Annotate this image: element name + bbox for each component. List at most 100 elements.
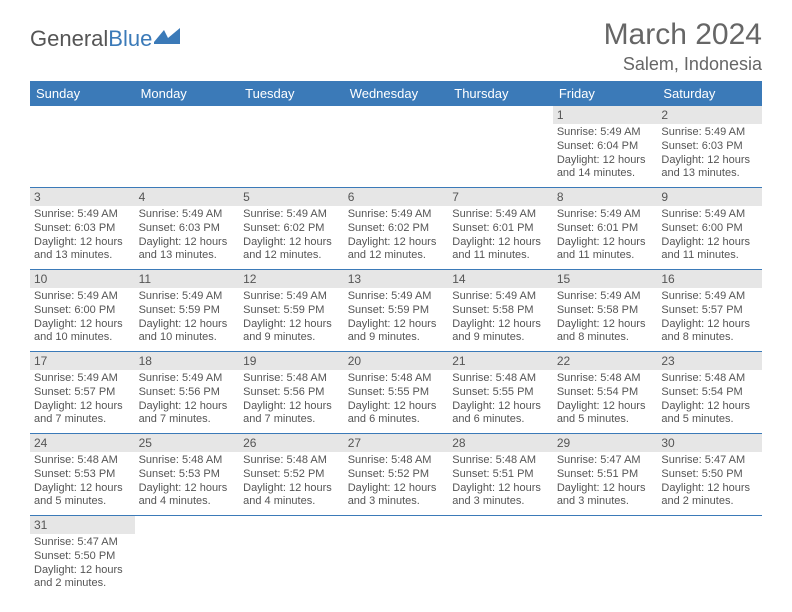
calendar-week-row: 1Sunrise: 5:49 AMSunset: 6:04 PMDaylight…	[30, 106, 762, 188]
calendar-cell: 13Sunrise: 5:49 AMSunset: 5:59 PMDayligh…	[344, 270, 449, 352]
daylight2-text: and 5 minutes.	[661, 413, 758, 427]
sunrise-text: Sunrise: 5:49 AM	[139, 372, 236, 386]
calendar-cell: 1Sunrise: 5:49 AMSunset: 6:04 PMDaylight…	[553, 106, 658, 188]
day-number: 15	[553, 270, 658, 288]
calendar-cell	[657, 516, 762, 598]
calendar-cell: 7Sunrise: 5:49 AMSunset: 6:01 PMDaylight…	[448, 188, 553, 270]
day-number: 17	[30, 352, 135, 370]
day-number: 4	[135, 188, 240, 206]
sunset-text: Sunset: 5:53 PM	[139, 468, 236, 482]
daylight2-text: and 13 minutes.	[139, 249, 236, 263]
daylight1-text: Daylight: 12 hours	[661, 236, 758, 250]
sunset-text: Sunset: 5:59 PM	[348, 304, 445, 318]
calendar-cell	[344, 516, 449, 598]
sunset-text: Sunset: 5:51 PM	[452, 468, 549, 482]
sunrise-text: Sunrise: 5:47 AM	[34, 536, 131, 550]
calendar-cell: 4 Sunrise: 5:49 AMSunset: 6:03 PMDaylight…	[135, 188, 240, 270]
day-number: 9	[657, 188, 762, 206]
calendar-cell: 23Sunrise: 5:48 AMSunset: 5:54 PMDayligh…	[657, 352, 762, 434]
sunset-text: Sunset: 5:50 PM	[34, 550, 131, 564]
brand-logo: GeneralBlue	[30, 18, 180, 52]
day-number: 12	[239, 270, 344, 288]
sunset-text: Sunset: 5:54 PM	[557, 386, 654, 400]
month-title: March 2024	[604, 18, 762, 52]
daylight1-text: Daylight: 12 hours	[139, 482, 236, 496]
day-number: 11	[135, 270, 240, 288]
day-number: 10	[30, 270, 135, 288]
calendar-cell: 26Sunrise: 5:48 AMSunset: 5:52 PMDayligh…	[239, 434, 344, 516]
daylight2-text: and 7 minutes.	[243, 413, 340, 427]
daylight2-text: and 11 minutes.	[452, 249, 549, 263]
daylight2-text: and 4 minutes.	[139, 495, 236, 509]
day-number: 21	[448, 352, 553, 370]
daylight2-text: and 12 minutes.	[348, 249, 445, 263]
calendar-cell	[344, 106, 449, 188]
calendar-cell	[30, 106, 135, 188]
brand-part1: General	[30, 26, 108, 52]
day-number: 5	[239, 188, 344, 206]
calendar-cell: 8Sunrise: 5:49 AMSunset: 6:01 PMDaylight…	[553, 188, 658, 270]
daylight2-text: and 7 minutes.	[139, 413, 236, 427]
sunrise-text: Sunrise: 5:47 AM	[557, 454, 654, 468]
daylight1-text: Daylight: 12 hours	[34, 400, 131, 414]
calendar-cell: 5Sunrise: 5:49 AMSunset: 6:02 PMDaylight…	[239, 188, 344, 270]
calendar-cell	[553, 516, 658, 598]
daylight1-text: Daylight: 12 hours	[139, 318, 236, 332]
sunset-text: Sunset: 6:00 PM	[661, 222, 758, 236]
sunset-text: Sunset: 5:57 PM	[34, 386, 131, 400]
daylight1-text: Daylight: 12 hours	[243, 400, 340, 414]
sunset-text: Sunset: 5:55 PM	[348, 386, 445, 400]
calendar-cell: 19Sunrise: 5:48 AMSunset: 5:56 PMDayligh…	[239, 352, 344, 434]
daylight2-text: and 4 minutes.	[243, 495, 340, 509]
sunrise-text: Sunrise: 5:48 AM	[243, 454, 340, 468]
daylight1-text: Daylight: 12 hours	[139, 236, 236, 250]
daylight1-text: Daylight: 12 hours	[557, 154, 654, 168]
header: GeneralBlue March 2024 Salem, Indonesia	[30, 18, 762, 75]
sunrise-text: Sunrise: 5:48 AM	[34, 454, 131, 468]
daylight1-text: Daylight: 12 hours	[557, 236, 654, 250]
calendar-cell: 3Sunrise: 5:49 AMSunset: 6:03 PMDaylight…	[30, 188, 135, 270]
sunrise-text: Sunrise: 5:49 AM	[557, 208, 654, 222]
brand-part2: Blue	[108, 26, 152, 52]
day-number: 6	[344, 188, 449, 206]
daylight1-text: Daylight: 12 hours	[34, 564, 131, 578]
daylight2-text: and 9 minutes.	[348, 331, 445, 345]
sunrise-text: Sunrise: 5:48 AM	[452, 372, 549, 386]
sunrise-text: Sunrise: 5:49 AM	[139, 208, 236, 222]
sunrise-text: Sunrise: 5:48 AM	[348, 454, 445, 468]
sunrise-text: Sunrise: 5:49 AM	[34, 208, 131, 222]
weekday-header: Thursday	[448, 81, 553, 106]
sunset-text: Sunset: 5:53 PM	[34, 468, 131, 482]
sunset-text: Sunset: 6:03 PM	[139, 222, 236, 236]
day-number: 18	[135, 352, 240, 370]
sunrise-text: Sunrise: 5:49 AM	[557, 290, 654, 304]
calendar-cell: 18Sunrise: 5:49 AMSunset: 5:56 PMDayligh…	[135, 352, 240, 434]
sunrise-text: Sunrise: 5:49 AM	[243, 290, 340, 304]
sunrise-text: Sunrise: 5:47 AM	[661, 454, 758, 468]
day-number: 20	[344, 352, 449, 370]
day-number: 2	[657, 106, 762, 124]
calendar-cell: 22Sunrise: 5:48 AMSunset: 5:54 PMDayligh…	[553, 352, 658, 434]
sunset-text: Sunset: 6:03 PM	[34, 222, 131, 236]
daylight1-text: Daylight: 12 hours	[243, 236, 340, 250]
weekday-header: Sunday	[30, 81, 135, 106]
daylight1-text: Daylight: 12 hours	[557, 318, 654, 332]
sunset-text: Sunset: 5:58 PM	[452, 304, 549, 318]
daylight2-text: and 2 minutes.	[34, 577, 131, 591]
daylight2-text: and 3 minutes.	[452, 495, 549, 509]
daylight1-text: Daylight: 12 hours	[661, 154, 758, 168]
sunset-text: Sunset: 6:00 PM	[34, 304, 131, 318]
sunrise-text: Sunrise: 5:49 AM	[452, 208, 549, 222]
sunset-text: Sunset: 6:02 PM	[348, 222, 445, 236]
daylight2-text: and 13 minutes.	[661, 167, 758, 181]
day-number: 3	[30, 188, 135, 206]
sunrise-text: Sunrise: 5:49 AM	[139, 290, 236, 304]
calendar-header-row: Sunday Monday Tuesday Wednesday Thursday…	[30, 81, 762, 106]
sunrise-text: Sunrise: 5:49 AM	[34, 372, 131, 386]
daylight1-text: Daylight: 12 hours	[348, 482, 445, 496]
day-number: 22	[553, 352, 658, 370]
daylight2-text: and 5 minutes.	[34, 495, 131, 509]
calendar-cell: 30Sunrise: 5:47 AMSunset: 5:50 PMDayligh…	[657, 434, 762, 516]
daylight1-text: Daylight: 12 hours	[34, 482, 131, 496]
sunset-text: Sunset: 5:50 PM	[661, 468, 758, 482]
